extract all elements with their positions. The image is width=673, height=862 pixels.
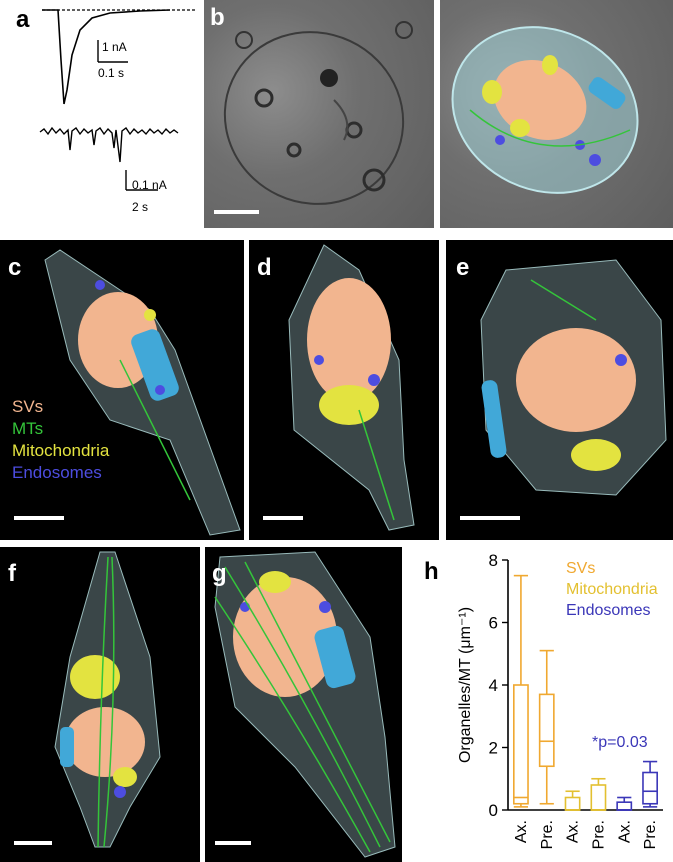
y-tick-label: 2	[489, 739, 498, 758]
significance-annotation: *p=0.03	[592, 734, 648, 751]
legend-endo: Endosomes	[566, 602, 651, 619]
category-label: Pre.	[539, 820, 556, 849]
y-tick-label: 6	[489, 614, 498, 633]
box-mitochondria-ax	[564, 790, 581, 811]
iqr-box	[642, 771, 658, 805]
reconstruction-f	[0, 547, 200, 862]
iqr-box	[590, 784, 607, 811]
panel-label-h: h	[424, 558, 439, 585]
current-traces	[39, 9, 195, 191]
chart-legend: SVs Mitochondria Endosomes	[566, 558, 658, 621]
panel-label-d: d	[257, 254, 272, 281]
em-tomogram-image	[204, 0, 434, 228]
iqr-box	[564, 796, 581, 811]
scale2-y: 0.1 nA	[132, 178, 167, 192]
category-label: Ax.	[513, 820, 530, 843]
y-tick-label: 4	[489, 676, 498, 695]
iqr-box	[538, 693, 555, 768]
legend-mito: Mitochondria	[566, 581, 658, 598]
category-label: Pre.	[590, 820, 607, 849]
box-plot: 0 2 4 6 8 Organelles/MT (μm⁻¹) Ax. Pre. Ax. Pre.…	[457, 551, 663, 849]
scale1-x: 0.1 s	[98, 66, 125, 80]
legend-svs: SVs	[566, 560, 596, 577]
box-endosomes-ax	[616, 796, 633, 811]
panel-label-f: f	[8, 560, 16, 587]
y-tick-label: 8	[489, 551, 498, 570]
box-svs-pre	[538, 649, 555, 805]
y-tick-label: 0	[489, 801, 498, 820]
panel-label-a: a	[16, 6, 30, 33]
iqr-box	[513, 684, 529, 805]
y-axis-label: Organelles/MT (μm⁻¹)	[457, 607, 474, 763]
legend-endo: Endosomes	[12, 463, 102, 482]
legend-mts: MTs	[12, 419, 44, 438]
box-svs-ax	[513, 574, 529, 808]
reconstruction-e	[446, 240, 673, 540]
panel-label-b: b	[210, 4, 225, 31]
category-label: Pre.	[642, 820, 659, 849]
reconstruction-c	[0, 240, 244, 540]
panel-label-g: g	[212, 560, 227, 587]
scale1-y: 1 nA	[102, 40, 127, 54]
legend-mito: Mitochondria	[12, 441, 110, 460]
panel-label-c: c	[8, 254, 22, 281]
reconstruction-d	[249, 240, 439, 540]
legend-svs: SVs	[12, 397, 44, 416]
box-endosomes-pre	[642, 760, 658, 808]
panel-label-e: e	[456, 254, 470, 281]
legend-c: SVs MTs Mitochondria Endosomes	[12, 396, 109, 484]
box-mitochondria-pre	[590, 777, 607, 811]
scale2-x: 2 s	[132, 200, 149, 214]
iqr-box	[616, 801, 633, 811]
category-label: Ax.	[616, 820, 633, 843]
em-tomogram-overlay	[440, 0, 673, 228]
reconstruction-g	[205, 547, 402, 862]
category-label: Ax.	[565, 820, 582, 843]
